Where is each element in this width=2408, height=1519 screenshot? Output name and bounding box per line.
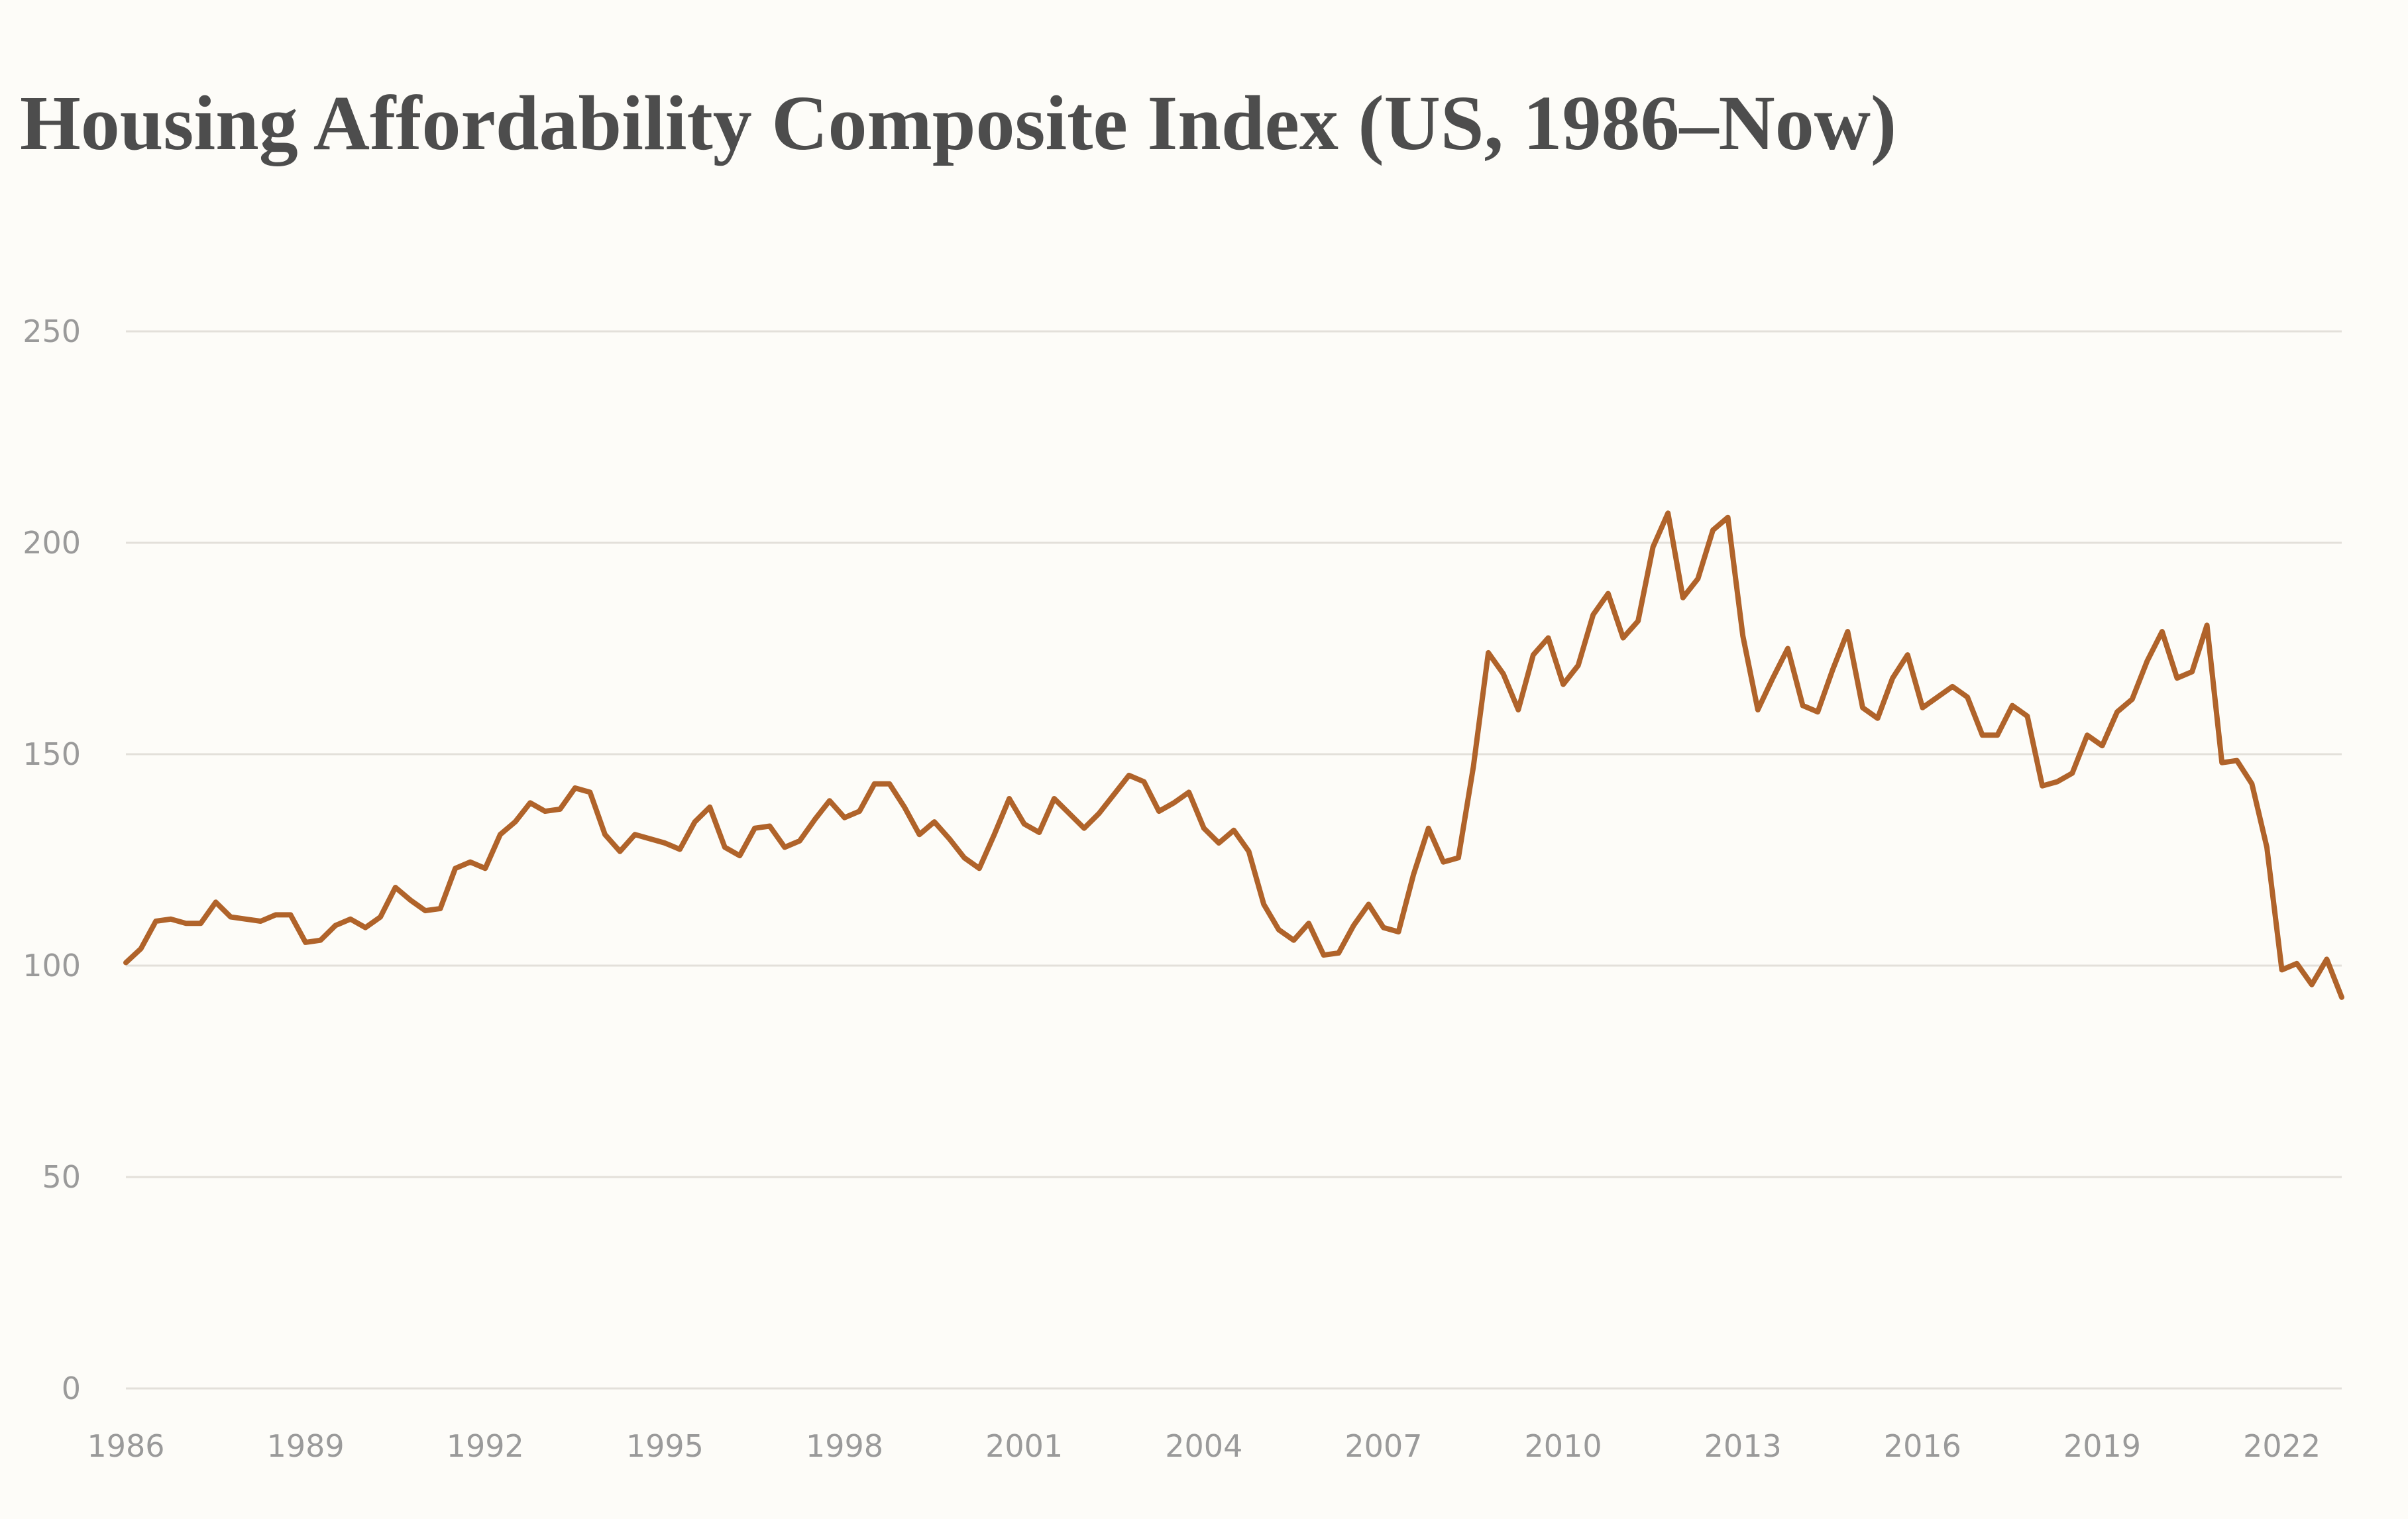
x-tick-label: 1995	[626, 1428, 704, 1464]
x-tick-label: 2019	[2063, 1428, 2141, 1464]
x-tick-label: 2013	[1704, 1428, 1782, 1464]
x-tick-label: 2010	[1525, 1428, 1602, 1464]
y-tick-label: 200	[23, 525, 81, 561]
x-axis-ticks: 1986 1989 1992 1995 1998 2001 2004 2007 2010 2013…	[87, 1428, 2321, 1464]
x-tick-label: 1986	[87, 1428, 164, 1464]
x-tick-label: 2007	[1344, 1428, 1422, 1464]
y-tick-label: 100	[23, 948, 81, 984]
y-tick-label: 0	[62, 1371, 81, 1406]
series-lines	[123, 510, 2344, 1000]
x-tick-label: 1998	[806, 1428, 883, 1464]
y-tick-label: 250	[23, 313, 81, 349]
y-axis-ticks: 0 50 100 150 200 250	[23, 313, 81, 1406]
gridlines	[126, 330, 2342, 1390]
x-tick-label: 2001	[985, 1428, 1063, 1464]
x-tick-label: 2004	[1165, 1428, 1242, 1464]
x-tick-label: 2016	[1884, 1428, 1961, 1464]
x-tick-label: 1992	[447, 1428, 524, 1464]
chart-title: Housing Affordability Composite Index (U…	[20, 80, 1896, 166]
x-tick-label: 2022	[2243, 1428, 2321, 1464]
y-tick-label: 50	[42, 1159, 81, 1195]
y-tick-label: 150	[23, 736, 81, 772]
x-tick-label: 1989	[267, 1428, 345, 1464]
